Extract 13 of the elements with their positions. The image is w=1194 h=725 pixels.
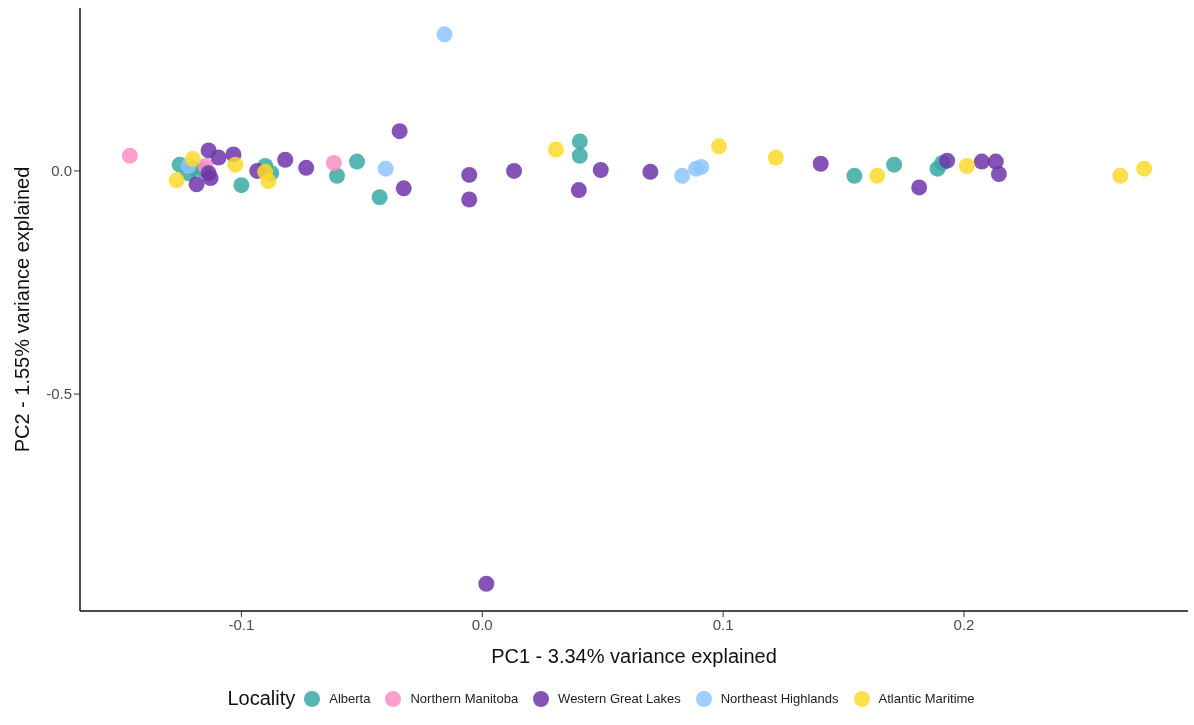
y-axis-title: PC2 - 1.55% variance explained (11, 166, 34, 453)
legend-label: Atlantic Maritime (878, 691, 975, 706)
legend-title: Locality (227, 687, 296, 710)
legend-label: Northern Manitoba (410, 691, 519, 706)
legend-label: Alberta (329, 691, 371, 706)
x-tick-label: 0.2 (953, 615, 975, 633)
legend-label: Western Great Lakes (558, 691, 681, 706)
legend-label: Northeast Highlands (720, 691, 839, 706)
x-tick-label: -0.1 (228, 615, 255, 633)
x-tick-label: 0.0 (471, 615, 493, 633)
x-axis-title: PC1 - 3.34% variance explained (491, 645, 777, 667)
y-tick-label: -0.5 (46, 385, 72, 403)
x-tick-label: 0.1 (712, 615, 734, 633)
